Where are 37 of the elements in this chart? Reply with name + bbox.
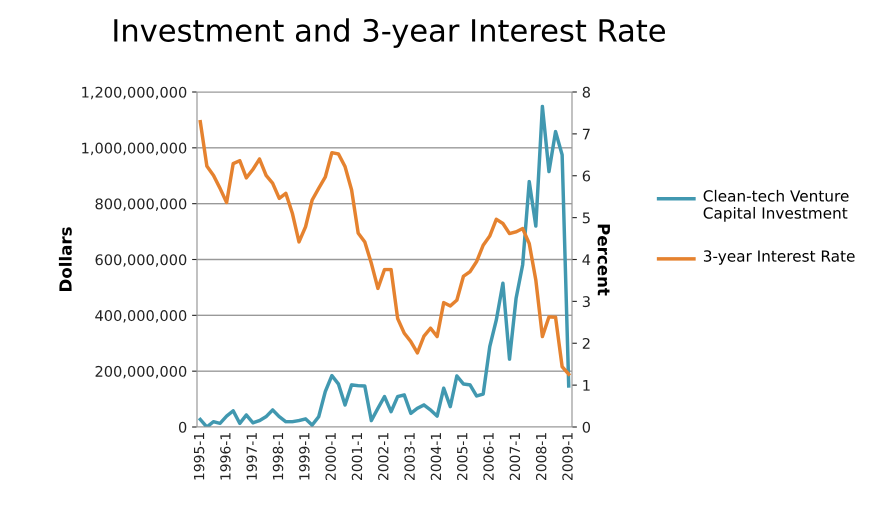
y2-tick-label: 0: [582, 422, 590, 433]
y-tick-label: 0: [178, 422, 186, 433]
x-tick-label: 2001-1: [352, 433, 362, 480]
x-tick-label: 2000-1: [325, 433, 336, 480]
x-tick-label: 2006-1: [483, 433, 494, 480]
y2-axis-title: Percent: [598, 224, 610, 296]
x-tick-label: 2007-1: [510, 433, 520, 480]
chart-title: Investment and 3-year Interest Rate: [114, 18, 665, 48]
y2-tick-label: 6: [582, 170, 590, 182]
legend-label: Clean-tech Venture Capital Investment: [704, 190, 849, 222]
x-tick-label: 2002-1: [378, 433, 389, 480]
x-tick-label: 1998-1: [272, 433, 284, 480]
y-tick-label: 200,000,000: [96, 366, 186, 378]
y-tick-label: 1,000,000,000: [82, 142, 186, 156]
y-tick-label: 600,000,000: [96, 254, 186, 267]
x-tick-label: 2009-1: [562, 433, 573, 480]
y-tick-label: 400,000,000: [95, 310, 186, 323]
y-axis-title: Dollars: [58, 227, 72, 292]
x-tick-label: 1999-1: [299, 433, 310, 480]
y2-tick-label: 4: [582, 254, 590, 266]
y-tick-label: 1,200,000,000: [82, 86, 186, 100]
y2-tick-label: 5: [582, 212, 590, 224]
x-tick-label: 2005-1: [456, 433, 468, 480]
x-tick-label: 2004-1: [430, 433, 442, 480]
y2-tick-label: 1: [583, 380, 590, 391]
y2-tick-label: 2: [582, 338, 590, 349]
x-tick-label: 1997-1: [246, 433, 257, 480]
x-tick-label: 1995-1: [194, 433, 204, 480]
x-tick-label: 1996-1: [220, 433, 231, 480]
y2-tick-label: 7: [582, 128, 590, 140]
x-tick-label: 2003-1: [404, 433, 415, 480]
y2-tick-label: 8: [582, 86, 590, 98]
y2-tick-label: 3: [582, 296, 590, 308]
line-series: [198, 120, 570, 376]
y-tick-label: 800,000,000: [95, 198, 186, 211]
x-tick-label: 2008-1: [536, 433, 546, 480]
legend-label: 3-year Interest Rate: [704, 250, 855, 265]
